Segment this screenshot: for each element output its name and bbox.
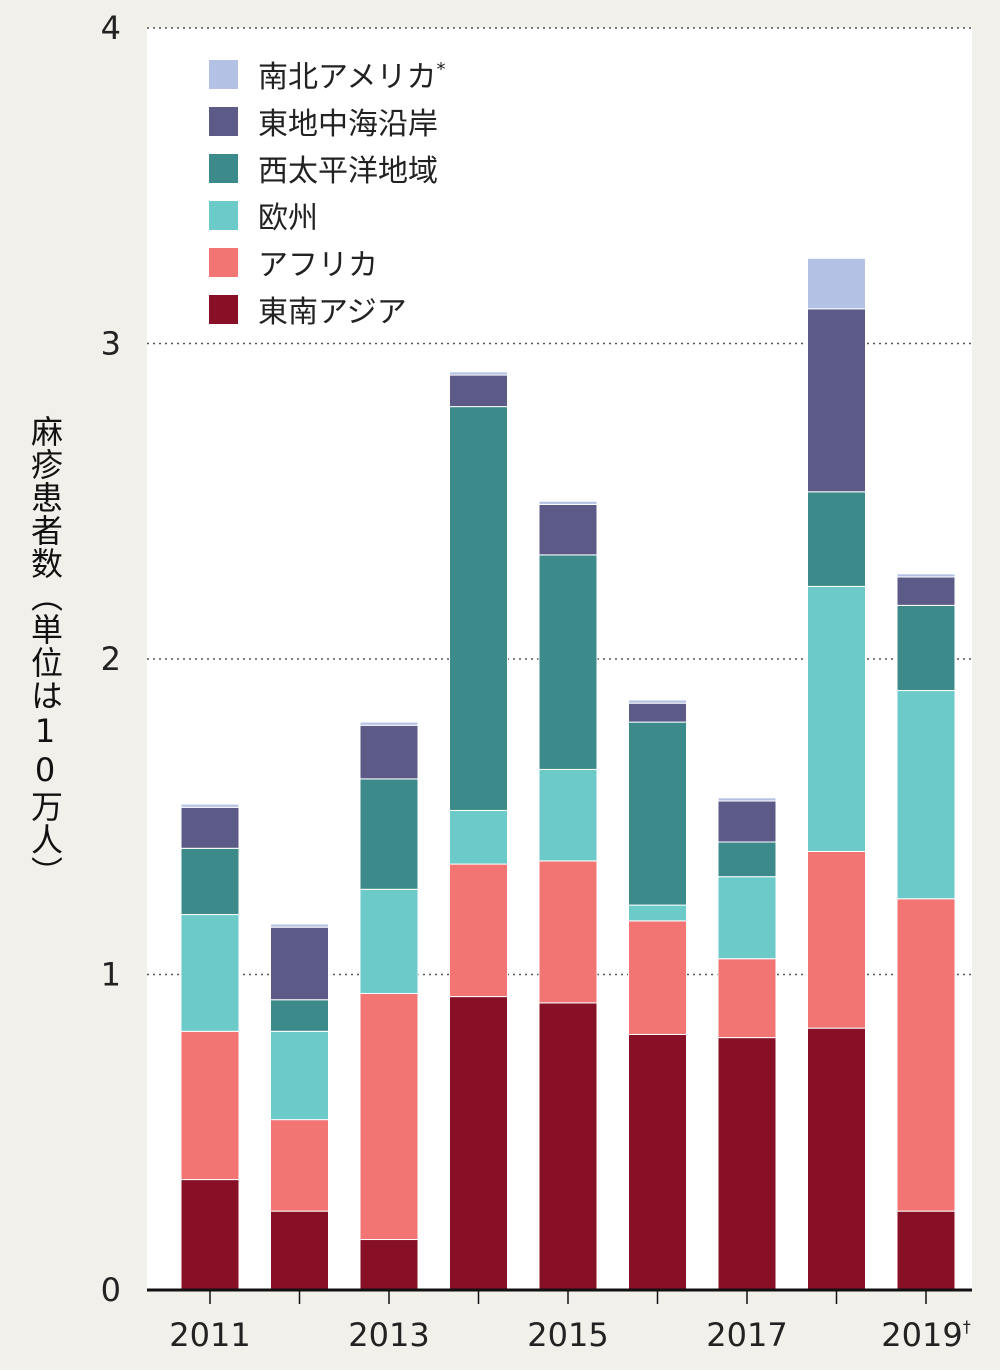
bar-2011-series-2 xyxy=(180,914,240,1032)
x-tick-label-2011: 2011 xyxy=(169,1316,250,1354)
bar-2019-series-4 xyxy=(896,576,956,606)
bar-2015-series-5 xyxy=(538,500,598,505)
bar-2018-series-5 xyxy=(807,257,866,310)
bar-2016-series-3 xyxy=(628,721,687,906)
bar-2017-series-0 xyxy=(717,1037,777,1291)
bar-2016-series-5 xyxy=(628,699,687,704)
legend-label-4: アフリカ xyxy=(258,248,378,283)
bar-2012-series-2 xyxy=(270,1030,329,1121)
bar-2016-series-0 xyxy=(628,1033,687,1291)
bar-2019-series-2 xyxy=(896,690,956,900)
y-axis-label: 麻疹患者数（単位は10万人） xyxy=(26,415,64,889)
bar-2015-series-3 xyxy=(538,554,598,770)
bar-2015-series-4 xyxy=(538,503,598,556)
x-tick-label-2015: 2015 xyxy=(527,1316,608,1354)
y-tick-label-0: 0 xyxy=(101,1271,121,1309)
bar-2015-series-0 xyxy=(538,1002,598,1291)
x-tick-label-2017: 2017 xyxy=(706,1316,787,1354)
bar-2018-series-4 xyxy=(807,308,866,493)
bar-2017-series-3 xyxy=(717,841,777,878)
bar-2014-series-4 xyxy=(449,374,508,408)
bar-2018-series-0 xyxy=(807,1027,866,1291)
bar-2016-series-4 xyxy=(628,702,687,723)
x-tick-superscript: † xyxy=(963,1317,971,1336)
y-tick-label-1: 1 xyxy=(101,956,121,994)
bar-2013-series-2 xyxy=(359,888,419,994)
bars xyxy=(180,257,956,1291)
legend-label-2: 西太平洋地域 xyxy=(258,154,438,189)
legend-swatch-4 xyxy=(209,248,238,277)
bar-2016-series-2 xyxy=(628,904,687,922)
bar-2013-series-3 xyxy=(359,778,419,890)
y-tick-label-4: 4 xyxy=(101,9,121,47)
y-tick-label-3: 3 xyxy=(101,325,121,363)
bar-2019-series-3 xyxy=(896,604,956,692)
bar-2017-series-2 xyxy=(717,876,777,960)
bar-2011-series-3 xyxy=(180,847,240,916)
bar-2015-series-1 xyxy=(538,860,598,1004)
bar-2018-series-2 xyxy=(807,585,866,852)
bar-2014-series-0 xyxy=(449,996,508,1291)
bar-2014-series-2 xyxy=(449,809,508,865)
bar-2011-series-1 xyxy=(180,1030,240,1181)
legend-swatch-0 xyxy=(209,60,238,89)
legend-label-1: 東地中海沿岸 xyxy=(258,107,438,142)
bar-2017-series-5 xyxy=(717,797,777,802)
bar-2013-series-5 xyxy=(359,721,419,726)
bar-2012-series-1 xyxy=(270,1119,329,1212)
bar-2015-series-2 xyxy=(538,768,598,862)
bar-2011-series-0 xyxy=(180,1179,240,1291)
bar-2012-series-0 xyxy=(270,1210,329,1291)
bar-2013-series-1 xyxy=(359,992,419,1241)
bar-2019-series-5 xyxy=(896,573,956,578)
bar-2018-series-3 xyxy=(807,491,866,587)
legend-label-3: 欧州 xyxy=(258,201,318,236)
bar-2019-series-0 xyxy=(896,1210,956,1291)
bar-2014-series-5 xyxy=(449,371,508,376)
bar-2014-series-1 xyxy=(449,863,508,998)
legend-label-0: 南北アメリカ* xyxy=(258,59,446,95)
bar-2012-series-4 xyxy=(270,926,329,1001)
legend-swatch-5 xyxy=(209,295,238,324)
axes: 0 1 2 3 4 2011 2013 2015 2017 2019† xyxy=(101,9,972,1354)
bar-2011-series-4 xyxy=(180,806,240,849)
bar-2017-series-4 xyxy=(717,800,777,843)
legend-swatch-1 xyxy=(209,107,238,136)
bar-2012-series-5 xyxy=(270,923,329,928)
legend-swatch-3 xyxy=(209,201,238,230)
legend-mark: * xyxy=(437,59,446,80)
legend-swatch-2 xyxy=(209,154,238,183)
x-tick-label-2013: 2013 xyxy=(348,1316,429,1354)
legend-label-5: 東南アジア xyxy=(258,295,407,330)
bar-2018-series-1 xyxy=(807,850,866,1029)
bar-2019-series-1 xyxy=(896,898,956,1212)
bar-2016-series-1 xyxy=(628,920,687,1035)
y-tick-label-2: 2 xyxy=(101,640,121,678)
bar-2013-series-0 xyxy=(359,1239,419,1291)
bar-2014-series-3 xyxy=(449,406,508,811)
bar-2012-series-3 xyxy=(270,999,329,1032)
bar-2013-series-4 xyxy=(359,724,419,780)
bar-2011-series-5 xyxy=(180,803,240,808)
x-tick-label-2019: 2019† xyxy=(881,1316,970,1354)
bar-2017-series-1 xyxy=(717,958,777,1039)
